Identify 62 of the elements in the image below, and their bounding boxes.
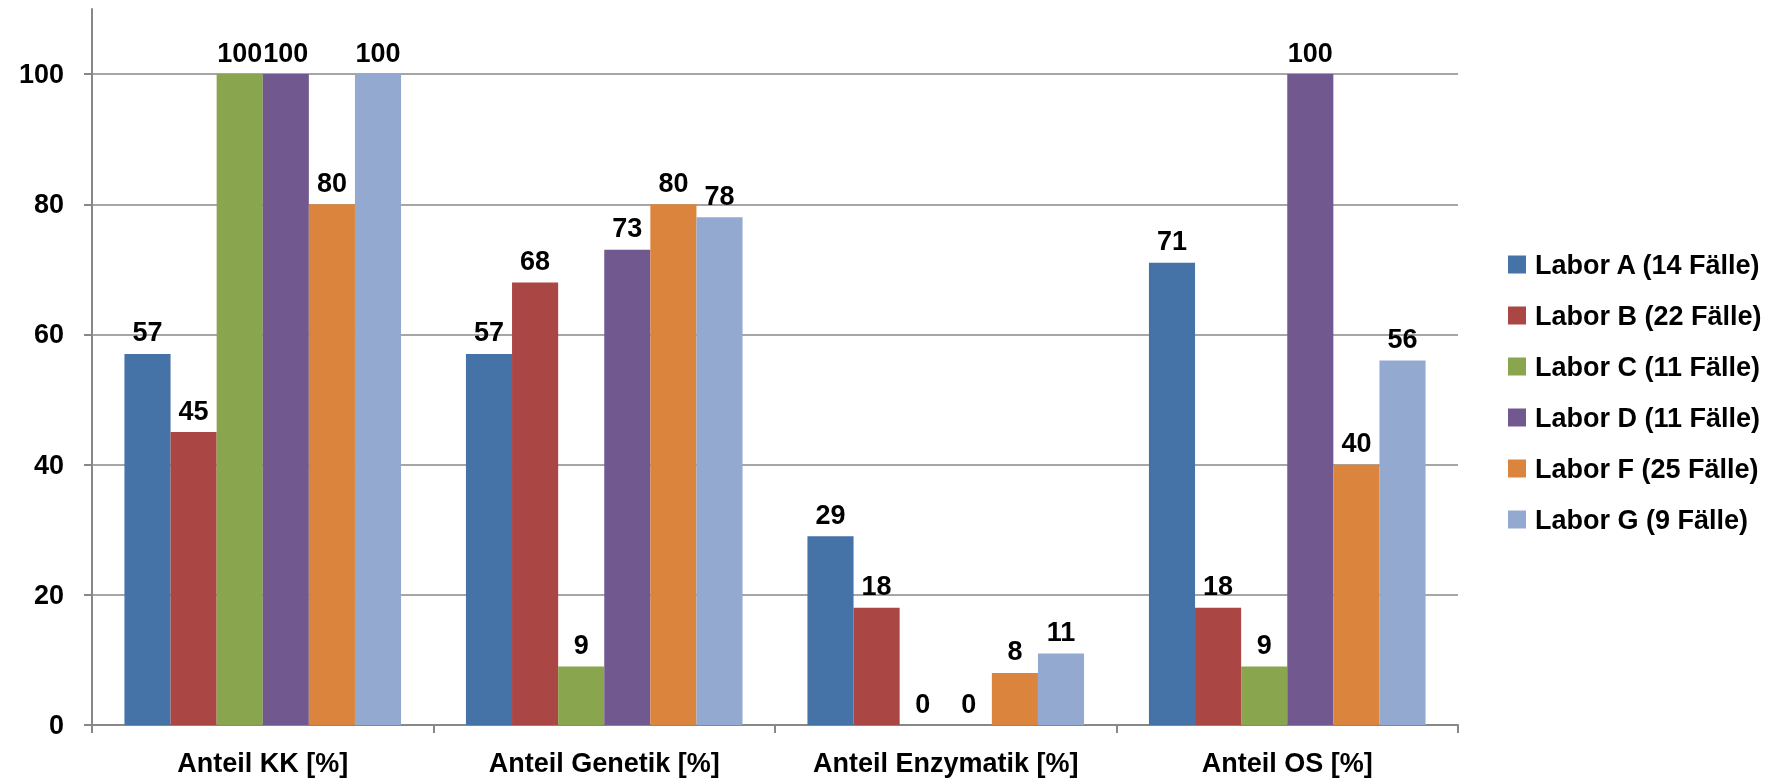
bar	[650, 204, 697, 725]
bar	[1379, 360, 1426, 725]
data-label: 100	[1287, 37, 1333, 68]
bar	[216, 74, 263, 725]
data-label: 45	[178, 395, 209, 426]
bar	[1287, 74, 1334, 725]
bar	[558, 666, 605, 725]
legend-label: Labor D (11 Fälle)	[1535, 402, 1761, 433]
data-label: 80	[316, 167, 347, 198]
data-label: 0	[961, 688, 977, 719]
data-label: 100	[263, 37, 309, 68]
bar	[512, 282, 559, 725]
data-label: 8	[1007, 636, 1023, 667]
x-tick-label: Anteil Enzymatik [%]	[812, 747, 1079, 778]
data-label: 57	[132, 317, 163, 348]
bar	[262, 74, 309, 725]
legend-label: Labor B (22 Fälle)	[1535, 300, 1762, 331]
y-tick-label: 20	[33, 579, 64, 610]
y-tick-label: 0	[48, 710, 64, 740]
data-label: 9	[573, 629, 589, 660]
data-label: 100	[355, 37, 401, 68]
data-label: 78	[704, 180, 735, 211]
data-label: 40	[1341, 428, 1372, 459]
legend-label: Labor A (14 Fälle)	[1535, 249, 1760, 280]
data-label: 29	[815, 499, 846, 530]
y-tick-label: 60	[33, 319, 64, 350]
bar	[465, 353, 513, 725]
bar	[1195, 607, 1242, 725]
data-label: 71	[1156, 226, 1188, 257]
bar	[308, 204, 355, 725]
data-label: 73	[612, 213, 643, 244]
x-tick-label: Anteil Genetik [%]	[488, 747, 720, 778]
bar	[1241, 666, 1288, 725]
data-label: 80	[658, 167, 689, 198]
bar	[807, 536, 854, 725]
data-label: 100	[217, 37, 263, 68]
x-tick-label: Anteil KK [%]	[177, 747, 349, 778]
bar	[124, 353, 171, 725]
data-label: 9	[1256, 629, 1272, 660]
data-label: 18	[1203, 571, 1234, 602]
bar	[354, 74, 402, 725]
legend-label: Labor G (9 Fälle)	[1535, 504, 1749, 535]
data-label: 56	[1387, 323, 1418, 354]
bar	[1148, 262, 1196, 725]
y-tick-label: 80	[33, 189, 64, 220]
data-label: 11	[1046, 616, 1076, 647]
y-tick-label: 100	[18, 59, 64, 90]
bar	[696, 217, 743, 725]
bar	[170, 432, 217, 725]
legend-label: Labor C (11 Fälle)	[1535, 351, 1761, 382]
data-label: 68	[520, 245, 551, 276]
data-label: 18	[861, 571, 892, 602]
bar	[1333, 464, 1380, 725]
bar	[991, 672, 1038, 725]
data-label: 0	[915, 688, 931, 719]
legend-label: Labor F (25 Fälle)	[1535, 453, 1759, 484]
data-label: 57	[473, 317, 505, 348]
y-tick-label: 40	[33, 449, 64, 480]
bar	[604, 249, 651, 725]
bar	[853, 607, 900, 725]
x-tick-label: Anteil OS [%]	[1201, 747, 1373, 778]
bar	[1037, 653, 1085, 725]
